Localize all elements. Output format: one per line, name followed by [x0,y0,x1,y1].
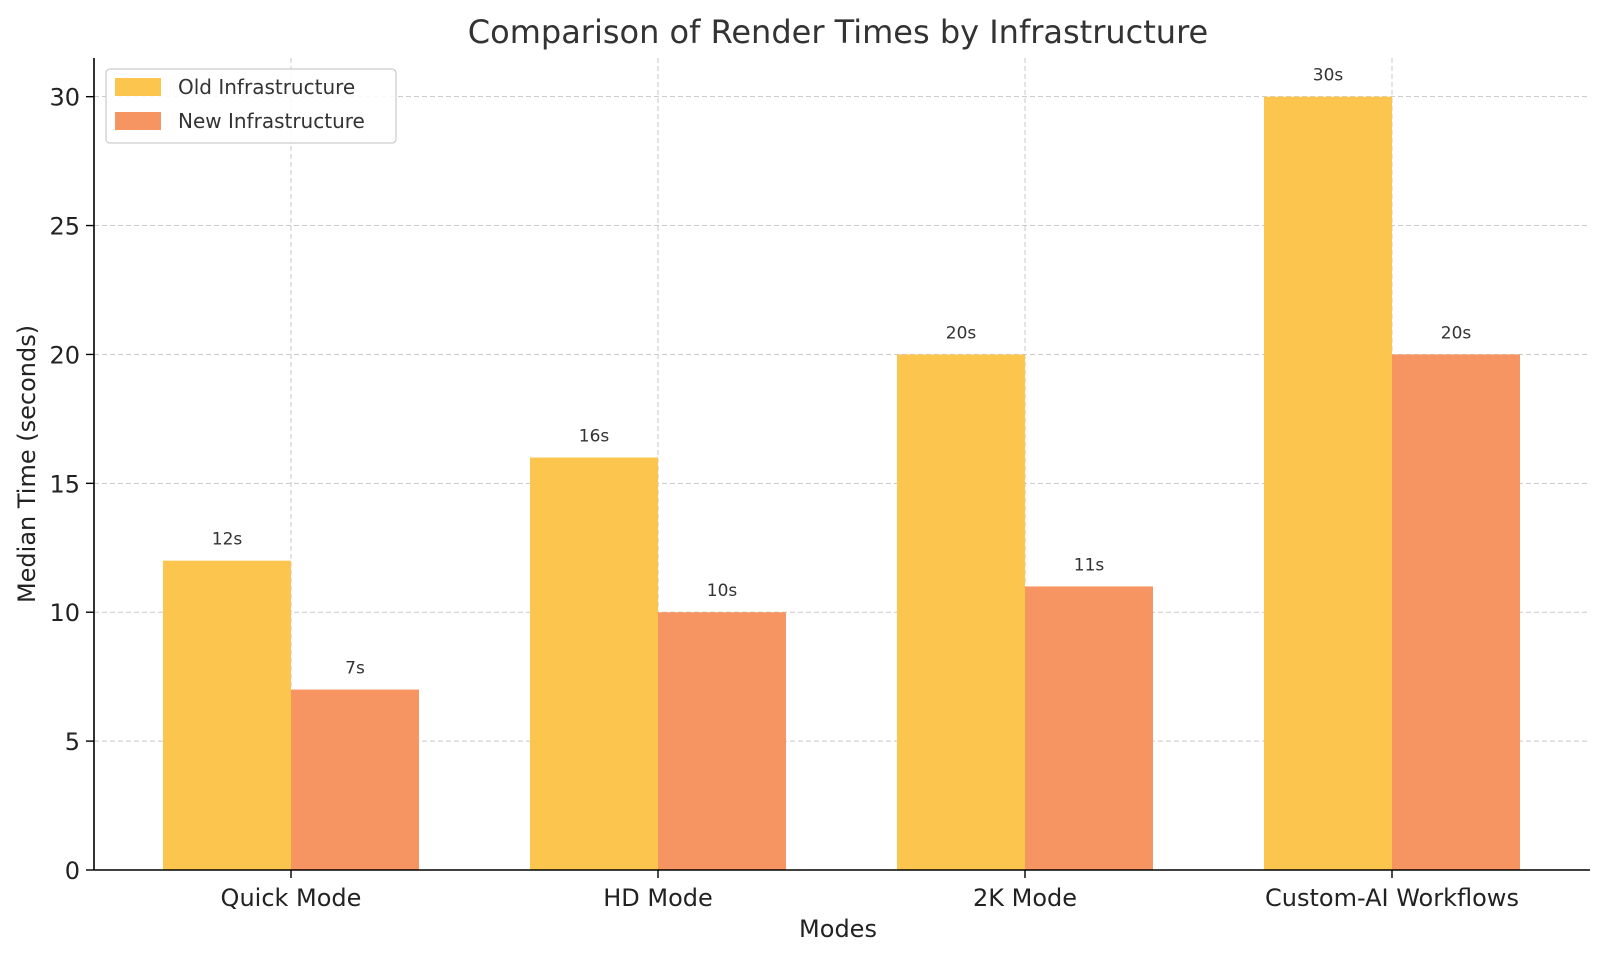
x-axis-label: Modes [799,915,877,943]
bar-old-infrastructure [897,354,1025,870]
legend-label-new: New Infrastructure [178,109,365,133]
x-tick-label: HD Mode [603,884,713,912]
axes [86,58,1590,878]
data-labels: 12s 16s 20s 30s 7s 10s 11s 20s [212,66,1472,679]
bar-new-infrastructure [1392,354,1520,870]
bar-value-label: 16s [579,427,610,447]
y-tick-label: 20 [49,341,80,369]
bar-value-label: 30s [1313,66,1344,86]
bar-value-label: 12s [212,530,243,550]
y-tick-label: 25 [49,213,80,241]
bars [163,96,1520,870]
bar-value-label: 7s [345,659,365,679]
bar-old-infrastructure [530,457,658,870]
y-tick-label: 10 [49,599,80,627]
legend-swatch-old [115,78,161,96]
x-tick-label: 2K Mode [973,884,1077,912]
bar-value-label: 11s [1074,555,1105,575]
legend-frame [105,68,397,144]
y-tick-label: 5 [65,728,80,756]
bar-new-infrastructure [1025,586,1153,870]
legend: Old Infrastructure New Infrastructure [105,68,397,144]
y-tick-label: 0 [65,857,80,885]
bar-value-label: 10s [707,581,738,601]
tick-labels: 0 5 10 15 20 25 30 Quick Mode HD Mode 2K Mode Cust… [49,84,1519,912]
bar-new-infrastructure [291,689,419,870]
bar-old-infrastructure [1264,96,1392,870]
legend-swatch-new [115,112,161,130]
legend-label-old: Old Infrastructure [178,75,355,99]
y-tick-label: 15 [49,470,80,498]
bar-value-label: 20s [946,323,977,343]
chart-title: Comparison of Render Times by Infrastruc… [468,13,1208,51]
x-tick-label: Custom-AI Workflows [1265,884,1519,912]
x-tick-label: Quick Mode [221,884,362,912]
y-tick-label: 30 [49,84,80,112]
bar-new-infrastructure [658,612,786,870]
bar-old-infrastructure [163,560,291,870]
bar-value-label: 20s [1441,323,1472,343]
y-axis-label: Median Time (seconds) [13,325,41,603]
